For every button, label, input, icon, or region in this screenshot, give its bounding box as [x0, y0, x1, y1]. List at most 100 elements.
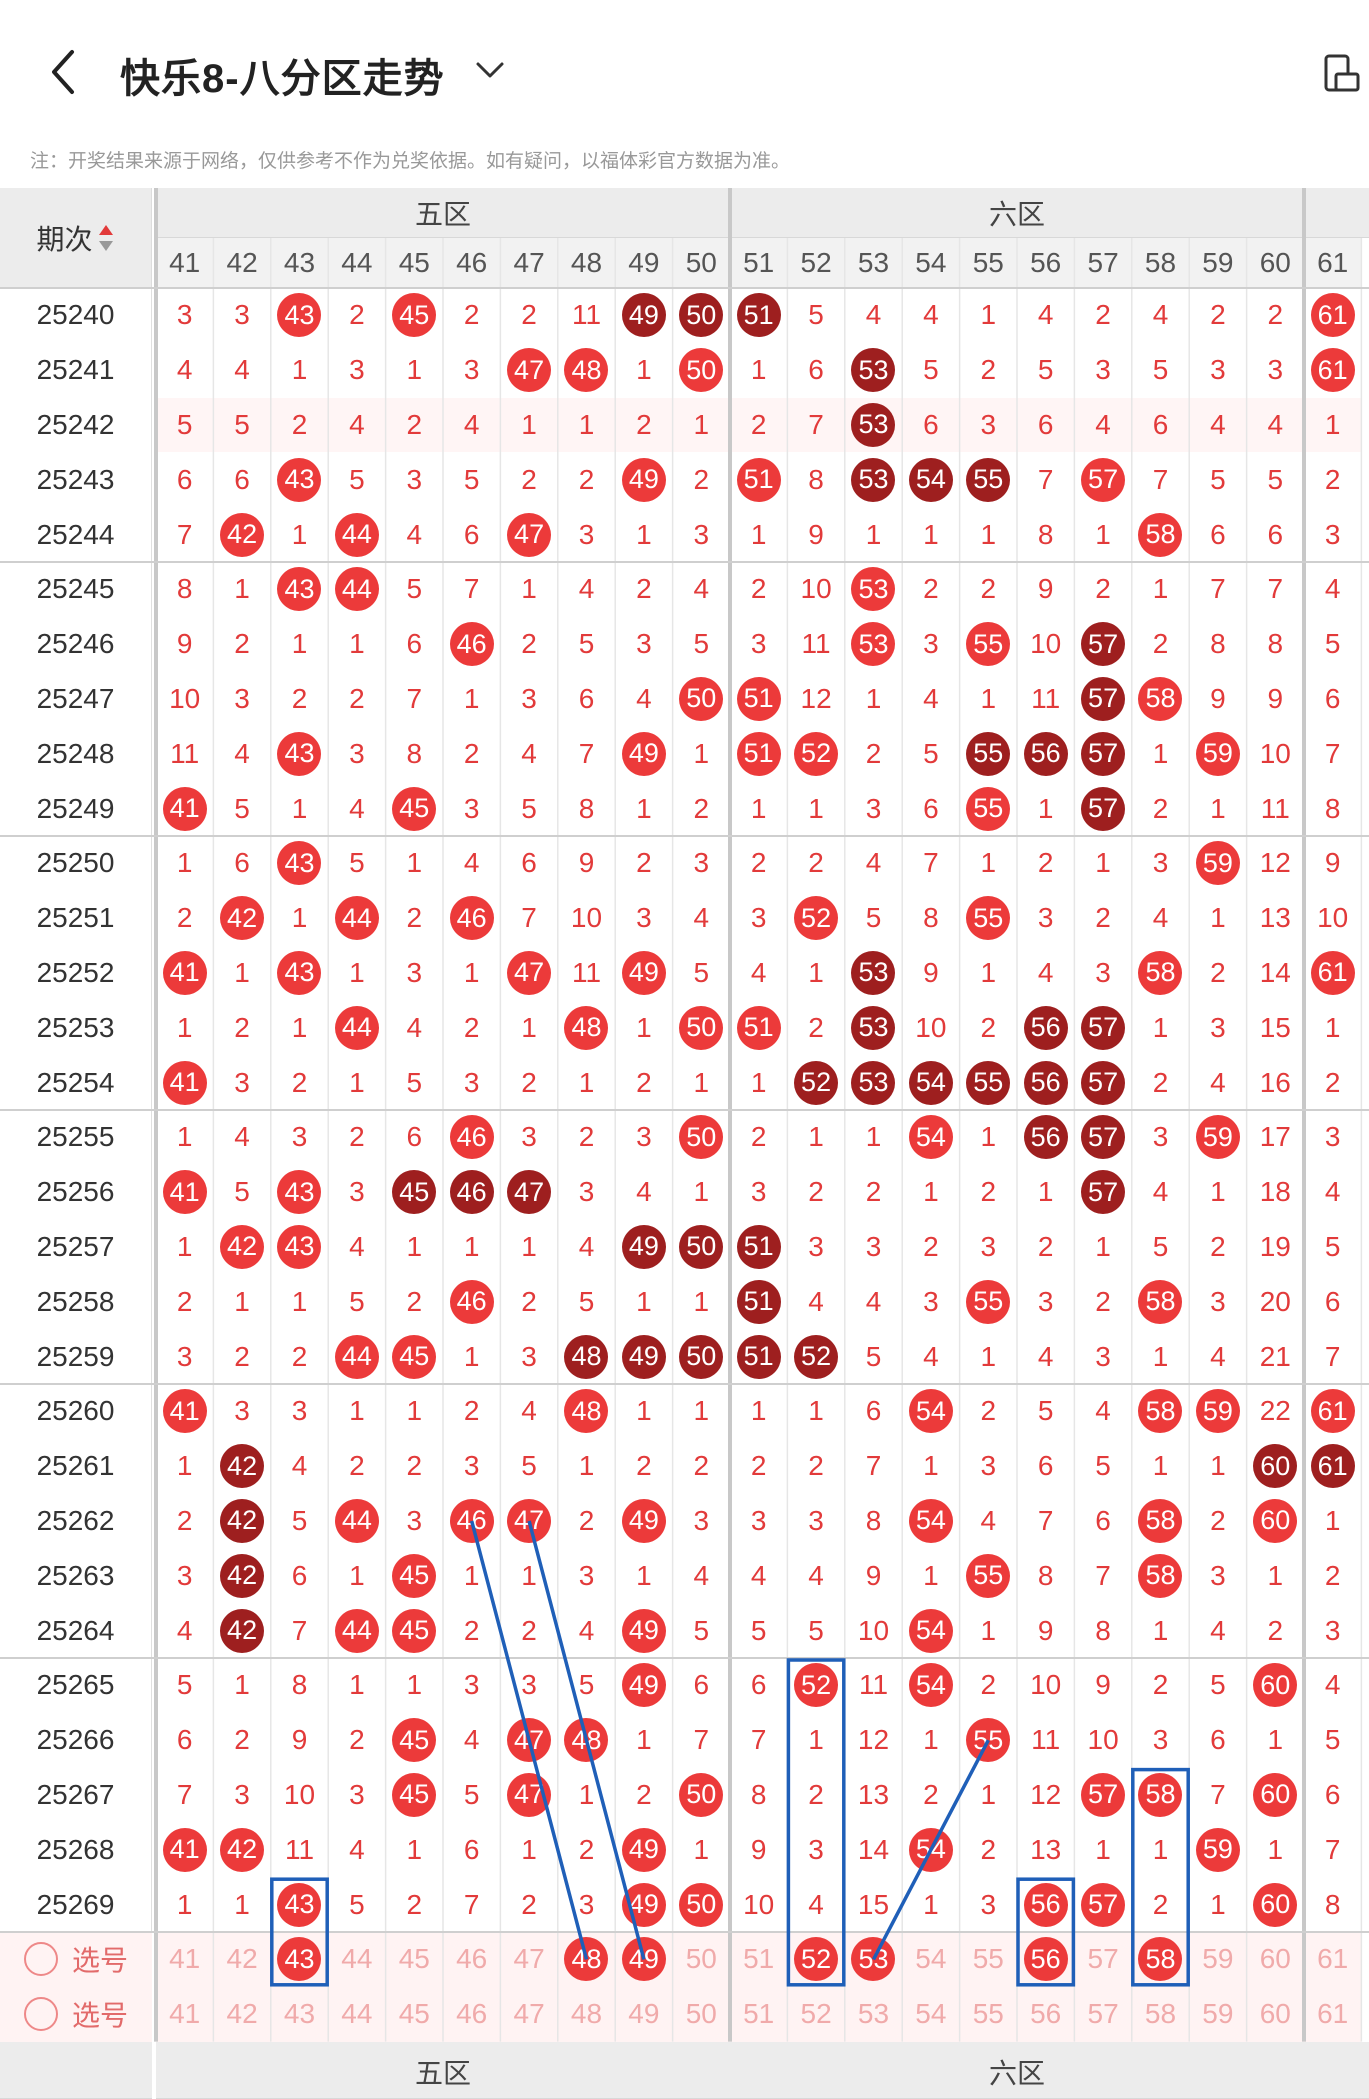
select-number-cell[interactable]: 44 — [328, 1932, 386, 1987]
select-number-cell[interactable]: 58 — [1131, 1932, 1190, 1987]
select-number-cell[interactable]: 57 — [1074, 1986, 1132, 2042]
table-cell: 47 — [500, 507, 557, 562]
number-ball: 52 — [794, 731, 839, 776]
selected-number-ball[interactable]: 43 — [277, 1937, 322, 1982]
select-row-label[interactable]: 选号 — [0, 1986, 152, 2042]
selected-number-ball[interactable]: 49 — [621, 1937, 666, 1982]
select-number-cell[interactable]: 49 — [615, 1932, 673, 1987]
select-number-cell[interactable]: 45 — [385, 1986, 443, 2042]
table-cell: 6 — [176, 1724, 193, 1756]
select-number-cell[interactable]: 56 — [1017, 1986, 1075, 2042]
table-cell: 3 — [1152, 847, 1169, 879]
select-number-cell[interactable]: 47 — [500, 1932, 558, 1987]
select-number-cell[interactable]: 53 — [844, 1986, 903, 2042]
select-number-cell[interactable]: 54 — [902, 1986, 960, 2042]
radio-circle-icon[interactable] — [23, 1942, 58, 1977]
table-cell: 4 — [865, 299, 882, 331]
number-ball: 52 — [794, 896, 839, 941]
table-cell: 1 — [980, 299, 997, 331]
table-cell: 4 — [808, 1285, 824, 1317]
period-header[interactable]: 期次 — [0, 188, 152, 288]
table-cell: 4 — [234, 737, 250, 769]
select-number-cell[interactable]: 46 — [443, 1986, 501, 2042]
table-cell: 5 — [349, 1285, 365, 1317]
select-number-cell[interactable]: 48 — [557, 1986, 616, 2042]
table-cell: 4 — [1152, 902, 1169, 934]
selected-number-ball[interactable]: 53 — [851, 1937, 896, 1982]
select-number-cell[interactable]: 59 — [1189, 1986, 1247, 2042]
table-cell: 2 — [291, 1340, 308, 1372]
table-cell: 3 — [808, 1833, 824, 1865]
selected-number-ball[interactable]: 48 — [564, 1937, 609, 1982]
table-cell: 1 — [980, 1340, 997, 1372]
select-number-cell[interactable]: 60 — [1246, 1986, 1304, 2042]
period-cell: 25259 — [0, 1329, 152, 1384]
table-cell: 1 — [463, 1230, 480, 1262]
selected-number-ball[interactable]: 52 — [794, 1937, 839, 1982]
select-number-cell[interactable]: 61 — [1304, 1932, 1362, 1987]
select-number-cell[interactable]: 55 — [959, 1932, 1017, 1987]
number-ball: 57 — [1081, 1170, 1126, 1215]
select-number-cell[interactable]: 53 — [844, 1932, 903, 1987]
table-cell: 12 — [800, 682, 832, 714]
select-number-cell[interactable]: 52 — [787, 1986, 845, 2042]
number-ball: 57 — [1081, 1882, 1126, 1927]
table-cell: 57 — [1074, 1165, 1131, 1220]
select-number-cell[interactable]: 52 — [787, 1932, 845, 1987]
table-cell: 1 — [291, 518, 308, 550]
select-number-cell[interactable]: 49 — [615, 1986, 673, 2042]
select-number-cell[interactable]: 47 — [500, 1986, 558, 2042]
table-cell: 8 — [291, 1669, 308, 1701]
select-number-cell[interactable]: 61 — [1304, 1986, 1362, 2042]
table-cell: 3 — [1267, 354, 1284, 386]
select-number-cell[interactable]: 43 — [270, 1932, 329, 1987]
select-row-label[interactable]: 选号 — [0, 1932, 152, 1987]
table-cell: 1 — [636, 1011, 652, 1043]
title-dropdown-button[interactable] — [470, 50, 510, 90]
select-number-cell[interactable]: 54 — [902, 1932, 960, 1987]
select-number-cell[interactable]: 59 — [1189, 1932, 1247, 1987]
table-cell: 2 — [1095, 902, 1111, 934]
select-number-cell[interactable]: 48 — [557, 1932, 616, 1987]
table-cell: 9 — [923, 956, 939, 988]
select-number-cell[interactable]: 42 — [213, 1932, 271, 1987]
select-number-cell[interactable]: 51 — [730, 1932, 788, 1987]
table-cell: 9 — [578, 847, 595, 879]
select-number-cell[interactable]: 43 — [270, 1986, 329, 2042]
table-cell: 2 — [1267, 299, 1284, 331]
table-cell: 5 — [1267, 463, 1284, 495]
table-cell: 46 — [443, 891, 500, 946]
select-number-cell[interactable]: 58 — [1131, 1986, 1190, 2042]
screen-mode-button[interactable] — [1318, 52, 1362, 96]
select-number-cell[interactable]: 60 — [1246, 1932, 1304, 1987]
radio-circle-icon[interactable] — [23, 1997, 58, 2032]
select-number-cell[interactable]: 57 — [1074, 1932, 1132, 1987]
select-number-cell[interactable]: 55 — [959, 1986, 1017, 2042]
select-number-cell[interactable]: 51 — [730, 1986, 788, 2042]
select-number-cell[interactable]: 46 — [443, 1932, 501, 1987]
selected-number-ball[interactable]: 58 — [1138, 1937, 1183, 1982]
table-cell: 43 — [271, 562, 328, 617]
table-cell: 6 — [176, 463, 193, 495]
table-cell: 50 — [673, 1329, 730, 1384]
select-number-cell[interactable]: 42 — [213, 1986, 271, 2042]
select-number-cell[interactable]: 41 — [156, 1932, 214, 1987]
select-number-cell[interactable]: 50 — [672, 1932, 730, 1987]
table-cell: 49 — [615, 726, 672, 781]
table-cell: 1 — [291, 354, 308, 386]
table-cell: 8 — [176, 573, 193, 605]
select-number-cell[interactable]: 44 — [328, 1986, 386, 2042]
number-ball: 57 — [1081, 1005, 1126, 1050]
period-cell: 25247 — [0, 671, 152, 727]
select-number-cell[interactable]: 45 — [385, 1932, 443, 1987]
table-cell: 2 — [750, 573, 767, 605]
back-button[interactable] — [40, 42, 90, 102]
table-cell: 8 — [923, 902, 939, 934]
selected-number-ball[interactable]: 56 — [1023, 1937, 1068, 1982]
select-number-cell[interactable]: 56 — [1017, 1932, 1075, 1987]
table-cell: 3 — [980, 1888, 997, 1920]
select-number-cell[interactable]: 41 — [156, 1986, 214, 2042]
select-number-cell[interactable]: 50 — [672, 1986, 730, 2042]
table-cell: 1 — [636, 1285, 652, 1317]
table-cell: 54 — [902, 1494, 959, 1549]
